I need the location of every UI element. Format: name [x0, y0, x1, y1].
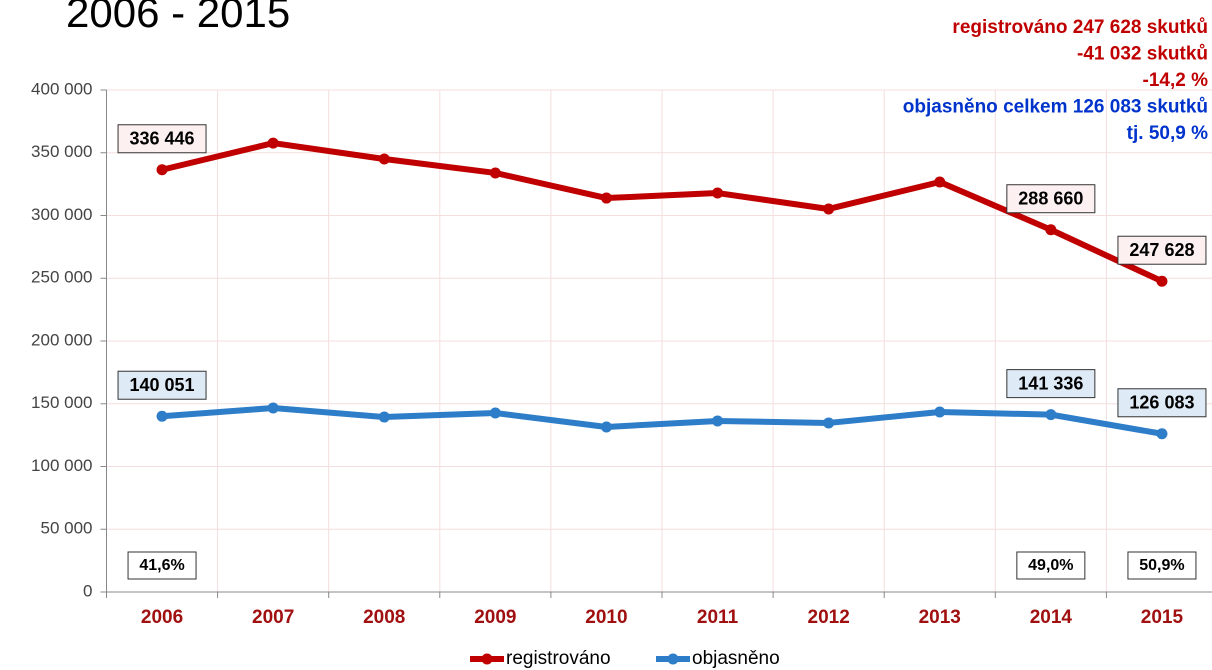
y-tick-label: 100 000: [31, 456, 92, 475]
y-tick-label: 200 000: [31, 330, 92, 349]
point: [712, 187, 724, 199]
legend-label: objasněno: [692, 648, 780, 669]
annotation: registrováno 247 628 skutků: [952, 17, 1208, 38]
legend-marker: [481, 653, 493, 665]
value-label: 126 083: [1129, 393, 1194, 413]
point: [823, 203, 835, 215]
x-tick-label: 2012: [808, 607, 850, 628]
y-tick-label: 350 000: [31, 142, 92, 161]
point: [156, 164, 168, 176]
point: [156, 410, 168, 422]
x-tick-label: 2011: [697, 607, 739, 628]
x-tick-label: 2015: [1141, 607, 1184, 628]
value-label: 336 446: [130, 129, 195, 149]
point: [489, 167, 501, 179]
x-tick-label: 2007: [252, 607, 294, 628]
ratio-box: [1127, 551, 1197, 580]
ratio-label: 50,9%: [1139, 557, 1184, 574]
point: [1156, 275, 1168, 287]
value-label-box: [1006, 184, 1096, 214]
annotation: objasněno celkem 126 083 skutků: [903, 97, 1208, 118]
x-tick-label: 2010: [585, 607, 627, 628]
x-tick-label: 2013: [919, 607, 961, 628]
value-label-box: [1117, 235, 1207, 265]
point: [934, 406, 946, 418]
x-tick-label: 2008: [363, 607, 405, 628]
y-tick-label: 400 000: [31, 79, 92, 98]
point: [712, 415, 724, 427]
value-label-box: [117, 370, 207, 400]
ratio-label: 49,0%: [1028, 557, 1073, 574]
point: [600, 192, 612, 204]
ratio-box: [127, 551, 197, 580]
value-label-box: [1006, 369, 1096, 399]
chart-title: 2006 - 2015: [66, 0, 290, 36]
y-tick-label: 300 000: [31, 205, 92, 224]
point: [934, 176, 946, 188]
point: [378, 411, 390, 423]
point: [489, 407, 501, 419]
value-label: 141 336: [1018, 373, 1083, 393]
x-tick-label: 2009: [474, 607, 516, 628]
value-label: 140 051: [130, 375, 195, 395]
annotation: tj. 50,9 %: [1127, 123, 1208, 144]
value-label: 247 628: [1129, 240, 1194, 260]
value-label-box: [1117, 388, 1207, 418]
ratio-box: [1016, 551, 1086, 580]
point: [267, 402, 279, 414]
series-line: [161, 140, 1164, 284]
y-tick-label: 250 000: [31, 268, 92, 287]
legend-label: registrováno: [506, 648, 611, 669]
annotation: -14,2 %: [1143, 70, 1209, 91]
annotation: -41 032 skutků: [1077, 44, 1208, 65]
point: [1156, 428, 1168, 440]
point: [823, 417, 835, 429]
x-tick-label: 2014: [1030, 607, 1073, 628]
y-tick-label: 0: [83, 581, 92, 600]
point: [600, 421, 612, 433]
y-tick-label: 50 000: [41, 519, 93, 538]
value-label: 288 660: [1018, 188, 1083, 208]
x-tick-label: 2006: [141, 607, 183, 628]
legend-marker: [667, 653, 679, 665]
point: [267, 137, 279, 149]
point: [378, 153, 390, 165]
point: [1045, 224, 1057, 236]
ratio-label: 41,6%: [139, 557, 184, 574]
value-label-box: [117, 124, 207, 154]
point: [1045, 409, 1057, 421]
y-tick-label: 150 000: [31, 393, 92, 412]
series-line: [161, 405, 1163, 437]
